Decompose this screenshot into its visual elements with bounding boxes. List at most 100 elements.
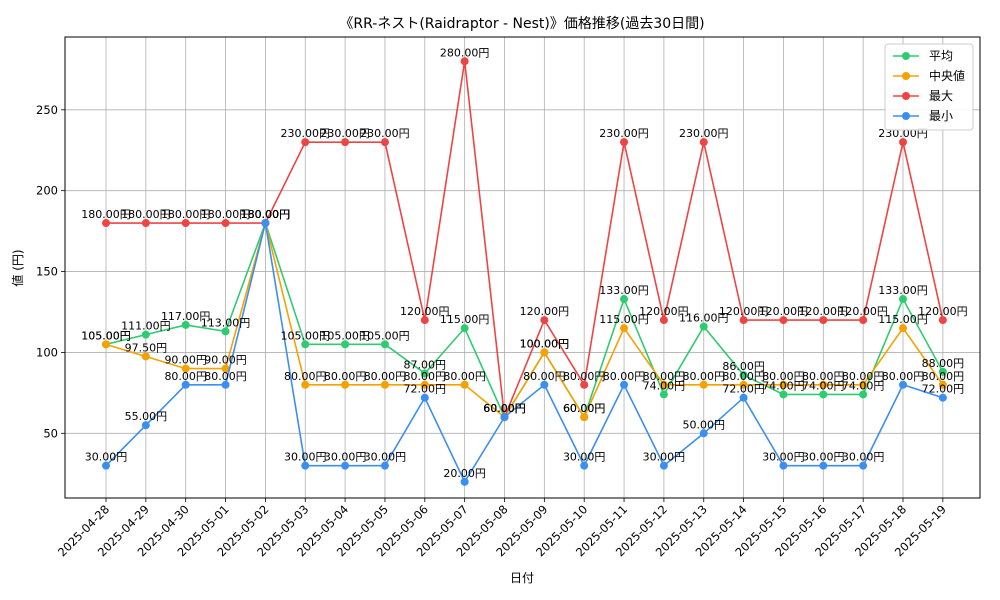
data-point xyxy=(739,316,748,325)
data-label: 74.00円 xyxy=(643,379,686,392)
data-label: 120.00円 xyxy=(719,305,769,318)
chart-title: 《RR-ネスト(Raidraptor - Nest)》価格推移(過去30日間) xyxy=(339,16,704,32)
data-point xyxy=(221,327,230,336)
data-label: 80.00円 xyxy=(643,370,686,383)
data-label: 180.00円 xyxy=(161,208,211,221)
data-label: 115.00円 xyxy=(599,313,649,326)
data-point xyxy=(460,477,469,486)
data-label: 80.00円 xyxy=(722,370,765,383)
legend-marker xyxy=(902,92,910,100)
data-label: 120.00円 xyxy=(838,305,888,318)
data-point xyxy=(181,380,190,389)
data-label: 80.00円 xyxy=(922,370,965,383)
series-group xyxy=(102,57,947,486)
data-label: 180.00円 xyxy=(241,208,291,221)
data-point xyxy=(620,324,629,333)
data-label: 74.00円 xyxy=(762,379,805,392)
data-point xyxy=(699,138,708,147)
data-point xyxy=(659,380,668,389)
data-point xyxy=(141,352,150,361)
legend-label: 平均 xyxy=(929,49,953,63)
data-label: 180.00円 xyxy=(241,208,291,221)
legend-marker xyxy=(902,112,910,120)
data-label: 100.00円 xyxy=(520,337,570,350)
data-point xyxy=(420,316,429,325)
data-point xyxy=(779,316,788,325)
data-label: 105.00円 xyxy=(81,329,131,342)
data-point xyxy=(580,413,589,422)
data-labels: 105.00円111.00円117.00円113.00円180.00円105.0… xyxy=(81,46,967,480)
data-point xyxy=(899,324,907,333)
data-label: 30.00円 xyxy=(643,451,686,464)
data-label: 30.00円 xyxy=(284,451,327,464)
data-point xyxy=(540,348,549,357)
data-label: 180.00円 xyxy=(201,208,251,221)
data-label: 80.00円 xyxy=(523,370,566,383)
y-tick-label: 150 xyxy=(36,265,58,279)
data-point xyxy=(380,461,389,470)
data-label: 50.00円 xyxy=(683,418,726,431)
data-point xyxy=(620,380,629,389)
legend-marker xyxy=(902,72,910,80)
legend-label: 最小 xyxy=(929,109,953,123)
series-line-1 xyxy=(105,219,944,419)
data-point xyxy=(380,138,389,147)
data-label: 72.00円 xyxy=(922,383,965,396)
data-point xyxy=(460,380,469,389)
data-label: 113.00円 xyxy=(201,316,251,329)
legend-label: 中央値 xyxy=(929,68,965,83)
data-point xyxy=(899,380,907,389)
data-point xyxy=(181,364,190,373)
data-label: 105.00円 xyxy=(320,329,370,342)
data-point xyxy=(779,380,788,389)
data-point xyxy=(819,390,828,399)
data-point xyxy=(380,340,389,349)
data-label: 180.00円 xyxy=(81,208,131,221)
data-label: 117.00円 xyxy=(161,310,211,323)
data-label: 88.00円 xyxy=(922,357,965,370)
data-point xyxy=(420,369,429,378)
data-point xyxy=(341,380,350,389)
data-label: 20.00円 xyxy=(443,467,486,480)
data-point xyxy=(102,340,110,349)
data-label: 100.00円 xyxy=(520,337,570,350)
data-label: 105.00円 xyxy=(281,329,331,342)
data-point xyxy=(739,393,748,402)
data-point xyxy=(460,324,469,333)
data-label: 30.00円 xyxy=(563,451,606,464)
data-label: 80.00円 xyxy=(882,370,925,383)
data-point xyxy=(181,219,190,228)
data-point xyxy=(659,316,668,325)
data-point xyxy=(938,316,947,325)
data-point xyxy=(819,461,828,470)
data-label: 180.00円 xyxy=(241,208,291,221)
data-label: 230.00円 xyxy=(281,127,331,140)
data-label: 120.00円 xyxy=(520,305,570,318)
data-label: 80.00円 xyxy=(324,370,367,383)
data-point xyxy=(779,390,788,399)
data-point xyxy=(699,322,708,331)
data-point xyxy=(301,340,310,349)
data-point xyxy=(301,138,310,147)
y-tick-label: 100 xyxy=(36,345,58,359)
data-label: 230.00円 xyxy=(360,127,410,140)
y-tick-label: 250 xyxy=(36,103,58,117)
data-point xyxy=(102,461,110,470)
data-point xyxy=(341,340,350,349)
data-label: 120.00円 xyxy=(639,305,689,318)
x-axis-label: 日付 xyxy=(510,571,534,585)
data-point xyxy=(341,461,350,470)
data-point xyxy=(659,390,668,399)
data-label: 60.00円 xyxy=(483,402,526,415)
grid xyxy=(65,37,980,498)
data-point xyxy=(460,57,469,66)
data-label: 80.00円 xyxy=(164,370,207,383)
data-point xyxy=(420,393,429,402)
data-point xyxy=(739,380,748,389)
data-label: 115.00円 xyxy=(878,313,928,326)
y-tick-label: 50 xyxy=(43,426,58,440)
data-point xyxy=(221,364,230,373)
data-label: 230.00円 xyxy=(320,127,370,140)
